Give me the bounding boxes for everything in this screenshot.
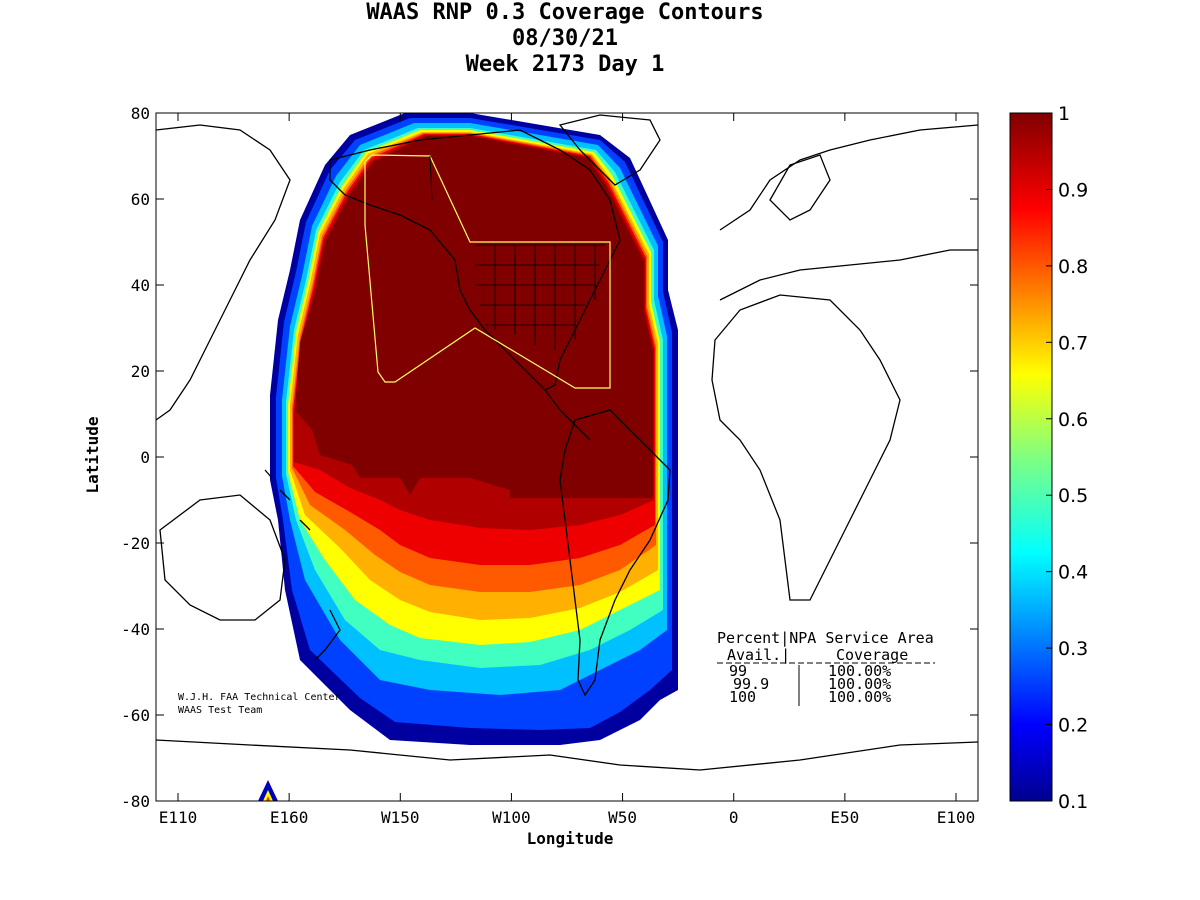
y-axis: 80 60 40 20 0 -20 -40 -60 -80 xyxy=(121,104,978,811)
table-header-coverage: Coverage xyxy=(836,646,908,664)
coastlines xyxy=(156,114,978,771)
antarctica-outline xyxy=(156,739,978,771)
title-line-3: Week 2173 Day 1 xyxy=(465,52,665,77)
africa-outline xyxy=(711,294,901,601)
y-tick-label: -40 xyxy=(121,620,150,639)
south-america-outline xyxy=(559,409,671,697)
y-tick-label: 60 xyxy=(131,190,150,209)
colorbar-tick-label: 0.9 xyxy=(1058,179,1088,201)
colorbar-tick-label: 1 xyxy=(1058,103,1070,125)
table-header-avail: Avail.| xyxy=(727,646,790,664)
x-tick-label: E110 xyxy=(159,808,198,827)
x-tick-label: E160 xyxy=(270,808,309,827)
x-tick-label: 0 xyxy=(729,808,739,827)
credit-line-1: W.J.H. FAA Technical Center xyxy=(178,692,341,703)
y-tick-label: 80 xyxy=(131,104,150,123)
colorbar-tick-label: 0.4 xyxy=(1058,562,1088,584)
y-tick-label: -80 xyxy=(121,792,150,811)
y-tick-label: -60 xyxy=(121,706,150,725)
x-axis-label: Longitude xyxy=(527,829,614,848)
x-tick-label: W150 xyxy=(381,808,420,827)
y-tick-label: 40 xyxy=(131,276,150,295)
eurasia-outline xyxy=(719,124,978,301)
y-tick-label: 0 xyxy=(140,448,150,467)
pacific-islands xyxy=(264,469,311,531)
x-axis: E110 E160 W150 W100 W50 0 E50 E100 xyxy=(159,113,976,827)
australia-outline xyxy=(159,494,286,621)
colorbar-tick-label: 0.8 xyxy=(1058,256,1088,278)
table-row-1-coverage: 100.00% xyxy=(828,662,891,680)
table-header-1: Percent|NPA Service Area xyxy=(717,629,934,647)
y-tick-label: -20 xyxy=(121,534,150,553)
table-row-1-avail: 99 xyxy=(729,662,747,680)
y-axis-label: Latitude xyxy=(83,416,102,493)
credit-line-2: WAAS Test Team xyxy=(178,705,262,716)
new-zealand-outline xyxy=(314,609,341,661)
scandinavia-outline xyxy=(769,154,831,221)
colorbar-tick-label: 0.3 xyxy=(1058,638,1088,660)
contour-island xyxy=(258,780,278,801)
title-line-1: WAAS RNP 0.3 Coverage Contours xyxy=(366,0,764,25)
colorbar-tick-label: 0.1 xyxy=(1058,791,1088,813)
x-tick-label: E50 xyxy=(830,808,859,827)
table-row-2-coverage: 100.00% xyxy=(828,675,891,693)
x-tick-label: W100 xyxy=(492,808,531,827)
table-row-3-avail: 100 xyxy=(729,688,756,706)
greenland-outline xyxy=(558,114,661,186)
x-tick-label: W50 xyxy=(608,808,637,827)
chart-title: WAAS RNP 0.3 Coverage Contours 08/30/21 … xyxy=(0,0,1130,78)
colorbar-ticks: 1 0.9 0.8 0.7 0.6 0.5 0.4 0.3 0.2 0.1 xyxy=(1046,103,1088,813)
us-states xyxy=(475,244,605,350)
table-row-2-avail: 99.9 xyxy=(733,675,769,693)
colorbar-tick-label: 0.5 xyxy=(1058,485,1088,507)
contour-band-1 xyxy=(295,136,653,498)
colorbar-tick-label: 0.6 xyxy=(1058,409,1088,431)
x-tick-label: E100 xyxy=(937,808,976,827)
central-america-outline xyxy=(544,389,591,441)
y-tick-label: 20 xyxy=(131,362,150,381)
asia-outline xyxy=(156,124,291,421)
table-row-3-coverage: 100.00% xyxy=(828,688,891,706)
colorbar-tick-label: 0.2 xyxy=(1058,715,1088,737)
coverage-contours xyxy=(270,113,678,745)
npa-table: Percent|NPA Service Area Avail.| Coverag… xyxy=(717,629,935,706)
north-america-outline xyxy=(329,129,621,391)
colorbar xyxy=(1009,112,1053,802)
title-line-2: 08/30/21 xyxy=(512,26,618,51)
alaska-border xyxy=(429,155,433,201)
colorbar-tick-label: 0.7 xyxy=(1058,332,1088,354)
